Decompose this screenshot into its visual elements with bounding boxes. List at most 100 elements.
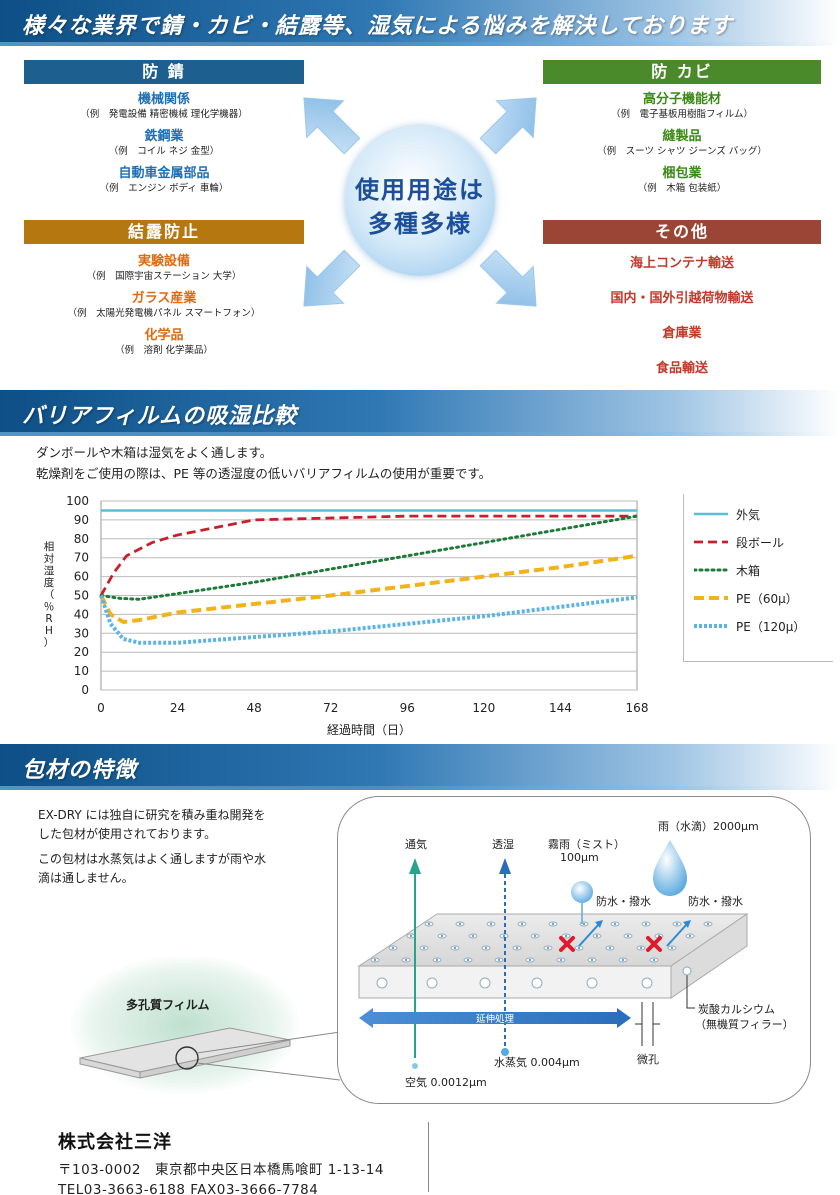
rain-droplet-icon (653, 840, 687, 896)
y-tick-label: 30 (74, 626, 89, 640)
y-axis-label-char: （ (44, 589, 55, 601)
packaging-line: 滴は通しません。 (38, 871, 134, 885)
y-tick-label: 50 (74, 589, 89, 603)
zoom-connector-line (196, 1031, 341, 1054)
series-line (99, 514, 637, 597)
pore-dot-center (577, 946, 581, 950)
y-axis-label-char: 対 (44, 552, 55, 565)
y-axis-label-char: ） (44, 637, 55, 649)
pore-dot-center (613, 922, 617, 926)
pore-dot-center (489, 922, 493, 926)
pore-dot-center (453, 946, 457, 950)
y-axis-label-char: 湿 (44, 565, 55, 577)
pore-dot-center (427, 922, 431, 926)
category-condensation: 結露防止 (24, 220, 304, 244)
y-axis-label-char: R (45, 613, 52, 625)
permeate-arrowhead-icon (499, 858, 511, 874)
block-x-icon (559, 936, 662, 952)
banner-barrier-film: バリアフィルムの吸湿比較 (0, 390, 840, 436)
x-tick-label: 72 (323, 701, 338, 715)
x-tick-label: 168 (626, 701, 649, 715)
x-tick-label: 48 (247, 701, 262, 715)
banner-barrier-film-title: バリアフィルムの吸湿比較 (22, 404, 298, 429)
uses-hub-circle: 使用用途は 多種多様 (345, 126, 495, 276)
pore-dot-center (551, 922, 555, 926)
label-filler: 炭酸カルシウム (698, 1003, 775, 1016)
pore-dot-center (582, 922, 586, 926)
legend-swatch (694, 540, 728, 544)
pore-dot-center (675, 922, 679, 926)
pore-dot-center (373, 958, 377, 962)
banner-uses: 様々な業界で錆・カビ・結露等、湿気による悩みを解決しております (0, 0, 840, 46)
company-contact: TEL03-3663-6188 FAX03-3666-7784 (58, 1182, 319, 1195)
company-address: 〒103-0002 東京都中央区日本橋馬喰町 1-13-14 (58, 1162, 384, 1178)
legend-label: 段ボール (736, 536, 785, 550)
company-name: 株式会社三洋 (58, 1132, 172, 1153)
other-item: 海上コンテナ輸送 (629, 256, 734, 271)
vent-arrowhead-icon (409, 858, 421, 874)
pore-dot-center (520, 922, 524, 926)
pore-dot-center (688, 934, 692, 938)
other-item: 食品輸送 (655, 361, 708, 376)
mold-item-example: （例 木箱 包装紙） (637, 183, 727, 194)
x-tick-label: 96 (400, 701, 415, 715)
mold-item-heading: 高分子機能材 (642, 92, 721, 107)
series-line (99, 594, 638, 645)
pore-dot-center (608, 946, 612, 950)
packaging-line: した包材が使用されております。 (38, 827, 217, 841)
group-mold: 高分子機能材 （例 電子基板用樹脂フィルム） 縫製品 （例 スーツ シャツ ジー… (543, 92, 821, 203)
pore-dot-center (533, 934, 537, 938)
pore-dot-center (484, 946, 488, 950)
y-tick-label: 100 (66, 494, 89, 508)
hub-arrows (303, 97, 537, 307)
pore-dot-center (528, 958, 532, 962)
legend-label: PE（60μ） (736, 592, 798, 606)
pore-dot-center (471, 934, 475, 938)
pore-dot-center (458, 922, 462, 926)
banner-packaging-title: 包材の特徴 (22, 758, 138, 783)
y-axis-label-char: ％ (44, 601, 55, 613)
mist-droplet-icon (571, 881, 593, 903)
pore-dot-center (404, 958, 408, 962)
label-mist-size: 100μm (560, 851, 599, 864)
legend-item: 木箱 (694, 560, 834, 580)
y-tick-label: 60 (74, 570, 89, 584)
other-item: 国内・国外引越荷物輸送 (610, 291, 754, 306)
series-line (99, 514, 639, 601)
y-axis-label-char: 相 (44, 540, 55, 553)
condensation-item-example: （例 太陽光発電機パネル スマートフォン） (67, 308, 261, 319)
label-vapor: 水蒸気 0.004μm (494, 1056, 580, 1069)
pore-dot-center (564, 934, 568, 938)
pore-dot-center (670, 946, 674, 950)
film-structure-diagram (357, 840, 749, 1069)
x-tick-label: 24 (170, 701, 185, 715)
front-pores (376, 977, 653, 989)
label-rain: 雨（水滴）2000μm (658, 820, 759, 833)
film-pores (370, 921, 713, 963)
hub-line-2: 多種多様 (368, 210, 472, 238)
air-molecule-icon (412, 1063, 418, 1069)
label-air: 空気 0.0012μm (405, 1076, 487, 1089)
bounce-arrowhead-icon (595, 920, 603, 928)
y-tick-label: 10 (74, 664, 89, 678)
y-tick-label: 0 (81, 683, 89, 697)
group-other: 海上コンテナ輸送 国内・国外引越荷物輸送 倉庫業 食品輸送 (543, 256, 821, 396)
series-line (99, 553, 638, 624)
y-tick-label: 90 (74, 513, 89, 527)
pore-dot-center (652, 958, 656, 962)
packaging-line: EX-DRY には独自に研究を積み重ね開発を (38, 808, 266, 822)
vapor-molecule-icon (501, 1048, 509, 1056)
pore-dot-center (639, 946, 643, 950)
arrow-down-right-icon (479, 249, 537, 307)
banner-packaging: 包材の特徴 (0, 744, 840, 790)
pore-dot-center (546, 946, 550, 950)
pore-dot-center (422, 946, 426, 950)
arrow-up-left-icon (303, 97, 361, 155)
category-rust: 防 錆 (24, 60, 304, 84)
label-vent: 通気 (405, 838, 427, 851)
chart-legend: 外気 段ボール 木箱 PE（60μ） PE（120μ） (683, 494, 833, 662)
rust-item-example: （例 コイル ネジ 金型） (108, 146, 220, 157)
company-info: 株式会社三洋 〒103-0002 東京都中央区日本橋馬喰町 1-13-14 TE… (58, 1128, 384, 1195)
banner-streak (0, 786, 840, 790)
legend-item: PE（60μ） (694, 588, 834, 608)
